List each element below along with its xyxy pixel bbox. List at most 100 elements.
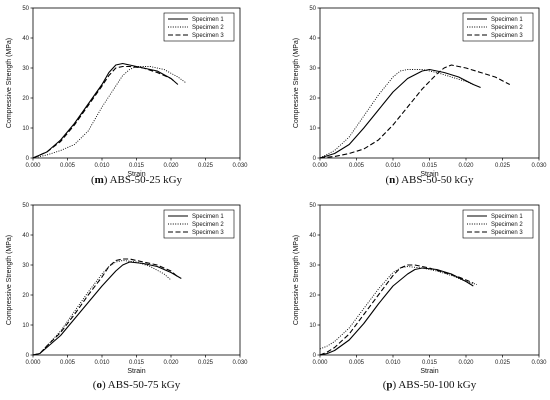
panel-caption: (m) ABS-50-25 kGy xyxy=(91,174,183,186)
caption-open-paren: ( xyxy=(383,379,387,391)
x-tick-label: 0.000 xyxy=(312,360,328,366)
series-line-specimen-1 xyxy=(319,267,474,356)
x-axis-label: Strain xyxy=(420,368,438,375)
y-axis-label: Compressive Strength (MPa) xyxy=(6,38,13,128)
panel-caption: (o) ABS-50-75 kGy xyxy=(93,379,181,391)
x-tick-label: 0.005 xyxy=(349,360,365,366)
caption-text: ) ABS-50-25 kGy xyxy=(104,174,183,186)
x-tick-label: 0.010 xyxy=(94,163,110,169)
y-tick-label: 50 xyxy=(22,203,29,209)
legend: Specimen 1 Specimen 2 Specimen 3 xyxy=(462,12,534,42)
caption-letter: m xyxy=(95,174,104,186)
caption-text: ) ABS-50-100 kGy xyxy=(393,379,477,391)
series-line-specimen-2 xyxy=(32,66,187,159)
legend-label-specimen-2: Specimen 2 xyxy=(491,25,523,31)
legend-label-specimen-3: Specimen 3 xyxy=(192,230,224,236)
x-tick-label: 0.015 xyxy=(422,360,438,366)
y-tick-label: 20 xyxy=(22,96,29,102)
x-tick-label: 0.000 xyxy=(25,163,41,169)
x-tick-label: 0.005 xyxy=(60,360,76,366)
x-tick-label: 0.020 xyxy=(458,360,474,366)
caption-letter: n xyxy=(389,174,395,186)
caption-open-paren: ( xyxy=(93,379,97,391)
legend-label-specimen-2: Specimen 2 xyxy=(491,222,523,228)
x-tick-label: 0.030 xyxy=(531,163,547,169)
y-tick-label: 40 xyxy=(22,233,29,239)
x-tick-label: 0.025 xyxy=(495,360,511,366)
x-tick-label: 0.005 xyxy=(349,163,365,169)
y-tick-label: 30 xyxy=(22,263,29,269)
chart-panel-m: 0.000 0.005 0.010 0.015 0.020 0.025 0.030 0 10 20… xyxy=(6,6,248,186)
chart-panel-n: 0.000 0.005 0.010 0.015 0.020 0.025 0.030 0 10 20… xyxy=(293,6,547,186)
caption-text: ) ABS-50-50 kGy xyxy=(395,174,474,186)
series-line-specimen-2 xyxy=(32,260,172,356)
legend-label-specimen-2: Specimen 2 xyxy=(192,25,224,31)
caption-open-paren: ( xyxy=(91,174,95,186)
legend-label-specimen-3: Specimen 3 xyxy=(192,33,224,39)
x-axis-label: Strain xyxy=(420,171,438,178)
y-tick-label: 30 xyxy=(22,66,29,72)
x-tick-label: 0.010 xyxy=(385,163,401,169)
x-tick-label: 0.010 xyxy=(385,360,401,366)
chart-panel-o: 0.000 0.005 0.010 0.015 0.020 0.025 0.030 0 10 20… xyxy=(6,203,248,391)
x-tick-label: 0.000 xyxy=(25,360,41,366)
caption-letter: p xyxy=(386,379,392,391)
x-tick-label: 0.010 xyxy=(94,360,110,366)
x-tick-label: 0.020 xyxy=(458,163,474,169)
x-axis-label: Strain xyxy=(127,368,145,375)
y-axis-label: Compressive Strength (MPa) xyxy=(293,235,300,325)
legend-label-specimen-3: Specimen 3 xyxy=(491,230,523,236)
y-tick-label: 20 xyxy=(309,96,316,102)
x-tick-label: 0.020 xyxy=(163,360,179,366)
x-tick-label: 0.020 xyxy=(163,163,179,169)
series-line-specimen-2 xyxy=(319,69,474,159)
x-tick-label: 0.015 xyxy=(422,163,438,169)
y-tick-label: 30 xyxy=(309,263,316,269)
y-tick-label: 0 xyxy=(26,353,30,359)
y-tick-label: 40 xyxy=(309,36,316,42)
x-tick-label: 0.000 xyxy=(312,163,328,169)
series-line-specimen-3 xyxy=(319,64,511,159)
legend-label-specimen-2: Specimen 2 xyxy=(192,222,224,228)
series-line-specimen-3 xyxy=(319,264,474,356)
y-axis-label: Compressive Strength (MPa) xyxy=(6,235,13,325)
caption-text: ) ABS-50-75 kGy xyxy=(102,379,181,391)
series-line-specimen-3 xyxy=(32,65,175,159)
y-tick-label: 20 xyxy=(309,293,316,299)
y-tick-label: 50 xyxy=(309,6,316,12)
y-tick-label: 0 xyxy=(26,156,30,162)
x-tick-label: 0.025 xyxy=(198,163,214,169)
legend-label-specimen-1: Specimen 1 xyxy=(491,17,523,23)
legend: Specimen 1 Specimen 2 Specimen 3 xyxy=(163,12,235,42)
panel-caption: (n) ABS-50-50 kGy xyxy=(385,174,474,186)
y-axis-label: Compressive Strength (MPa) xyxy=(293,38,300,128)
caption-open-paren: ( xyxy=(385,174,389,186)
y-tick-label: 0 xyxy=(313,156,317,162)
x-tick-label: 0.025 xyxy=(495,163,511,169)
x-tick-label: 0.015 xyxy=(129,163,145,169)
chart-panel-p: 0.000 0.005 0.010 0.015 0.020 0.025 0.030 0 10 20… xyxy=(293,203,547,391)
y-tick-label: 10 xyxy=(22,126,29,132)
series-line-specimen-1 xyxy=(32,261,182,356)
legend: Specimen 1 Specimen 2 Specimen 3 xyxy=(163,209,235,239)
legend-label-specimen-3: Specimen 3 xyxy=(491,33,523,39)
y-tick-label: 20 xyxy=(22,293,29,299)
y-tick-label: 10 xyxy=(22,323,29,329)
series-line-specimen-2 xyxy=(319,266,478,350)
x-tick-label: 0.030 xyxy=(531,360,547,366)
y-tick-label: 50 xyxy=(309,203,316,209)
legend-label-specimen-1: Specimen 1 xyxy=(192,17,224,23)
caption-letter: o xyxy=(96,379,102,391)
y-tick-label: 10 xyxy=(309,323,316,329)
x-axis-label: Strain xyxy=(127,171,145,178)
y-tick-label: 30 xyxy=(309,66,316,72)
y-tick-label: 0 xyxy=(313,353,317,359)
x-tick-label: 0.025 xyxy=(198,360,214,366)
series-line-specimen-1 xyxy=(319,68,481,159)
series-line-specimen-1 xyxy=(32,62,179,159)
x-tick-label: 0.015 xyxy=(129,360,145,366)
x-tick-label: 0.030 xyxy=(232,163,248,169)
series-line-specimen-3 xyxy=(32,258,179,356)
x-tick-label: 0.005 xyxy=(60,163,76,169)
